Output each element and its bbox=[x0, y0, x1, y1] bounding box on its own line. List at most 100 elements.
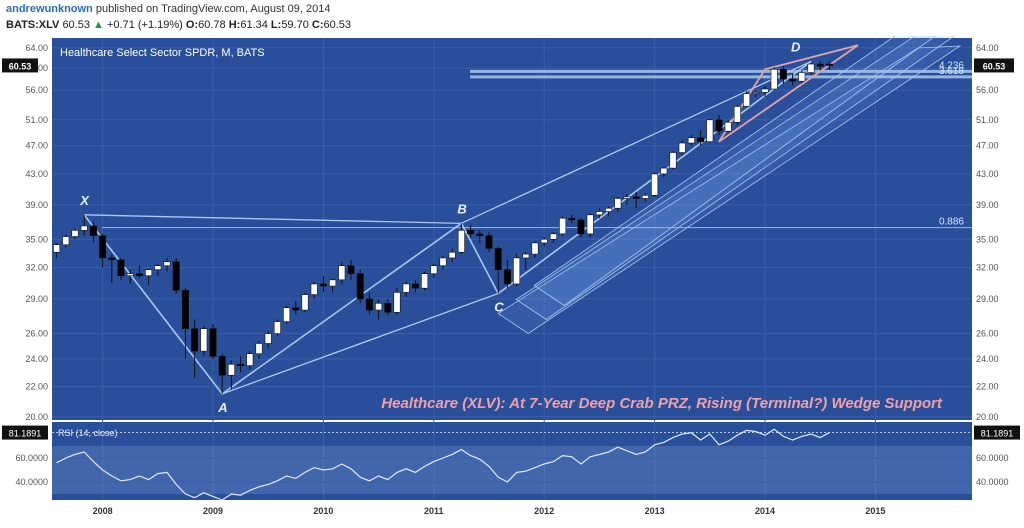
rising-wedge bbox=[718, 44, 859, 143]
candle-2011-03 bbox=[448, 248, 456, 262]
y-tick-left-6: 39.00 bbox=[25, 200, 48, 210]
candle-2008-01 bbox=[99, 233, 107, 268]
left-axis-bg bbox=[0, 38, 52, 520]
candle-body bbox=[384, 303, 392, 313]
candle-2011-01 bbox=[430, 263, 438, 278]
y-tick-left-8: 32.00 bbox=[25, 263, 48, 273]
candle-body bbox=[825, 63, 833, 66]
candle-body bbox=[476, 233, 484, 236]
candle-body bbox=[356, 273, 364, 300]
candle-body bbox=[457, 230, 465, 253]
y-tick-left-12: 22.00 bbox=[25, 382, 48, 392]
candle-body bbox=[411, 283, 419, 289]
candle-2013-02 bbox=[660, 166, 668, 177]
candle-2011-06 bbox=[476, 230, 484, 243]
candle-body bbox=[80, 225, 88, 231]
right-axis-bg bbox=[972, 38, 1024, 520]
candle-body bbox=[135, 273, 143, 277]
last-price-right-bg bbox=[974, 58, 1014, 73]
candle-2009-11 bbox=[301, 292, 309, 313]
candle-body bbox=[347, 265, 355, 274]
candle-body bbox=[191, 328, 199, 352]
candle-body bbox=[393, 292, 401, 313]
candle-body bbox=[687, 137, 695, 144]
candle-2010-11 bbox=[411, 279, 419, 293]
chart-annotation: Healthcare (XLV): At 7-Year Deep Crab PR… bbox=[381, 395, 943, 412]
candle-2012-11 bbox=[632, 192, 640, 209]
candle-2012-05 bbox=[577, 218, 585, 238]
rsi-tick-right-0: 60.0000 bbox=[976, 453, 1009, 463]
pattern-point-C: C bbox=[494, 299, 504, 314]
candle-2013-09 bbox=[724, 119, 732, 133]
y-tick-right-7: 35.00 bbox=[976, 234, 999, 244]
candle-2010-03 bbox=[338, 261, 346, 284]
candle-body bbox=[154, 265, 162, 270]
candle-2011-02 bbox=[439, 256, 447, 270]
candle-2014-07 bbox=[816, 61, 824, 71]
y-tick-right-3: 51.00 bbox=[976, 115, 999, 125]
candle-body bbox=[467, 230, 475, 235]
channel-band-1 bbox=[515, 36, 955, 320]
pattern-point-D: D bbox=[791, 39, 801, 54]
candle-body bbox=[789, 78, 797, 82]
candle-body bbox=[218, 356, 226, 376]
candle-body bbox=[117, 259, 125, 277]
x-tick-1: 2009 bbox=[203, 506, 223, 516]
published-text: published on TradingView.com, August 09,… bbox=[95, 3, 331, 15]
candle-body bbox=[71, 230, 79, 237]
rsi-tick-right-1: 40.0000 bbox=[976, 477, 1009, 487]
candle-2014-05 bbox=[798, 70, 806, 84]
candle-2009-04 bbox=[237, 356, 245, 373]
candle-body bbox=[660, 167, 668, 175]
candle-body bbox=[586, 214, 594, 235]
candle-2011-07 bbox=[485, 232, 493, 253]
candle-body bbox=[227, 363, 235, 376]
candle-2008-06 bbox=[145, 269, 153, 286]
author-link[interactable]: andrewunknown bbox=[6, 3, 93, 15]
candle-body bbox=[329, 279, 337, 287]
candle-2012-09 bbox=[614, 196, 622, 212]
candle-body bbox=[513, 257, 521, 285]
candle-2009-01 bbox=[209, 323, 217, 359]
candle-body bbox=[89, 225, 97, 236]
candle-2012-10 bbox=[623, 193, 631, 205]
candle-2007-10 bbox=[71, 228, 79, 240]
candle-2008-11 bbox=[191, 319, 199, 379]
candle-2007-08 bbox=[53, 242, 61, 258]
candle-body bbox=[678, 142, 686, 153]
candle-body bbox=[310, 283, 318, 295]
x-tick-4: 2012 bbox=[534, 506, 554, 516]
candle-body bbox=[292, 307, 300, 311]
candle-2009-06 bbox=[255, 340, 263, 359]
y-tick-left-3: 51.00 bbox=[25, 115, 48, 125]
candle-2011-12 bbox=[531, 241, 539, 258]
candle-body bbox=[715, 119, 723, 132]
candle-2010-12 bbox=[421, 271, 429, 291]
candle-body bbox=[181, 289, 189, 330]
y-tick-left-13: 20.00 bbox=[25, 412, 48, 422]
low-label: L: bbox=[270, 19, 282, 31]
last-price: 60.53 bbox=[62, 19, 90, 31]
y-tick-right-0: 64.00 bbox=[976, 43, 999, 53]
candle-body bbox=[338, 265, 346, 281]
candle-body bbox=[172, 261, 180, 291]
chart-canvas[interactable]: 64.0064.0060.0060.0056.0056.0051.0051.00… bbox=[0, 36, 1024, 528]
candle-body bbox=[595, 211, 603, 216]
last-price-right: 60.53 bbox=[983, 61, 1006, 71]
candle-2008-08 bbox=[163, 257, 171, 272]
y-tick-right-8: 32.00 bbox=[976, 263, 999, 273]
rsi-band bbox=[52, 446, 972, 494]
candle-2012-04 bbox=[568, 214, 576, 224]
y-tick-left-4: 47.00 bbox=[25, 141, 48, 151]
candle-body bbox=[246, 353, 254, 366]
candle-body bbox=[807, 63, 815, 73]
rsi-title: RSI (14, close) bbox=[58, 428, 118, 438]
y-tick-left-10: 26.00 bbox=[25, 329, 48, 339]
candle-body bbox=[743, 93, 751, 107]
candle-2013-10 bbox=[733, 105, 741, 125]
candle-2009-02 bbox=[218, 353, 226, 394]
x-tick-2: 2010 bbox=[313, 506, 333, 516]
y-tick-left-5: 43.00 bbox=[25, 169, 48, 179]
candle-body bbox=[503, 269, 511, 285]
candle-2011-10 bbox=[513, 254, 521, 287]
